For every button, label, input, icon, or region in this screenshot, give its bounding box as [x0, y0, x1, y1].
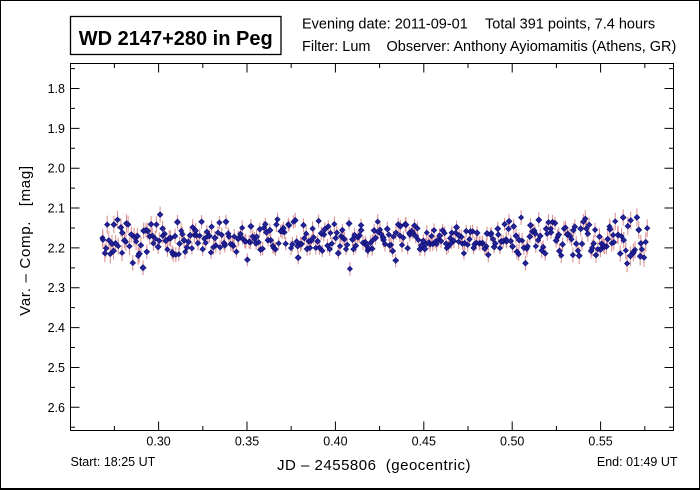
svg-text:Var. – Comp. [mag]: Var. – Comp. [mag]: [17, 165, 34, 315]
svg-text:Start: 18:25 UT: Start: 18:25 UT: [71, 455, 156, 469]
svg-text:JD – 2455806 (geocentric): JD – 2455806 (geocentric): [277, 457, 471, 474]
svg-text:0.30: 0.30: [146, 435, 170, 449]
svg-text:1.9: 1.9: [48, 122, 65, 136]
svg-text:2.0: 2.0: [48, 162, 65, 176]
svg-text:Filter: Lum: Filter: Lum: [302, 39, 371, 55]
svg-text:0.45: 0.45: [412, 435, 436, 449]
svg-text:2.6: 2.6: [48, 401, 65, 415]
svg-text:2.2: 2.2: [48, 241, 65, 255]
svg-text:Observer: Anthony Ayiomamitis: Observer: Anthony Ayiomamitis (Athens, G…: [387, 39, 677, 55]
svg-text:2.1: 2.1: [48, 202, 65, 216]
svg-text:Evening date: 2011-09-01: Evening date: 2011-09-01: [302, 17, 468, 33]
svg-text:End: 01:49 UT: End: 01:49 UT: [597, 455, 678, 469]
svg-text:0.50: 0.50: [500, 435, 524, 449]
svg-text:0.55: 0.55: [588, 435, 612, 449]
svg-text:2.3: 2.3: [48, 281, 65, 295]
svg-text:WD 2147+280 in Peg: WD 2147+280 in Peg: [79, 28, 273, 50]
svg-text:2.5: 2.5: [48, 361, 65, 375]
svg-text:0.40: 0.40: [323, 435, 347, 449]
svg-text:2.4: 2.4: [48, 321, 65, 335]
svg-text:Total 391 points, 7.4 hours: Total 391 points, 7.4 hours: [485, 17, 655, 33]
svg-text:0.35: 0.35: [235, 435, 259, 449]
svg-text:1.8: 1.8: [48, 82, 65, 96]
